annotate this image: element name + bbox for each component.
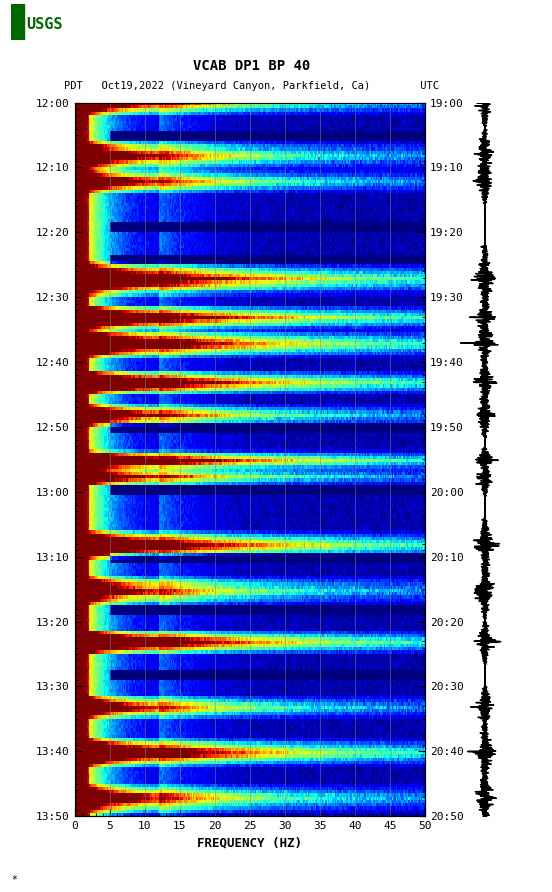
- Text: PDT   Oct19,2022 (Vineyard Canyon, Parkfield, Ca)        UTC: PDT Oct19,2022 (Vineyard Canyon, Parkfie…: [63, 81, 439, 91]
- Text: VCAB DP1 BP 40: VCAB DP1 BP 40: [193, 59, 310, 72]
- X-axis label: FREQUENCY (HZ): FREQUENCY (HZ): [197, 837, 302, 849]
- Text: *: *: [11, 875, 17, 885]
- Text: USGS: USGS: [26, 17, 63, 31]
- Bar: [11, 4, 24, 40]
